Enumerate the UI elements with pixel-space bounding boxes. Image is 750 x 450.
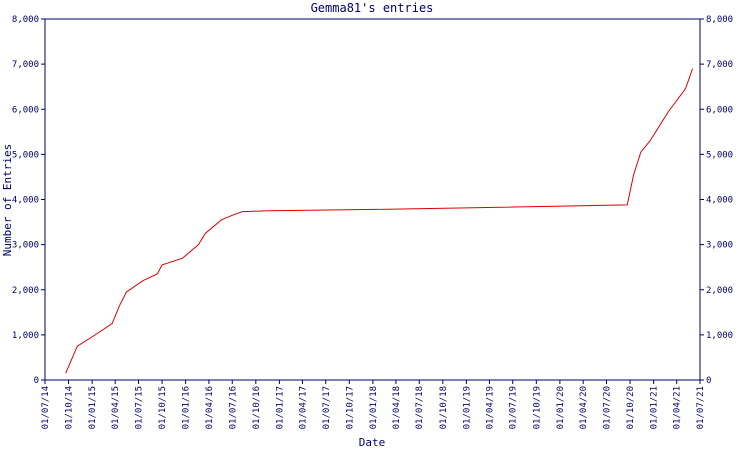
x-tick-label: 01/10/14 [65, 386, 75, 429]
x-axis-title: Date [359, 436, 386, 449]
plot-frame [44, 18, 701, 381]
y-tick-label: 4,000 [12, 196, 39, 206]
x-tick-label: 01/01/21 [650, 386, 660, 429]
y2-tick-label: 0 [706, 376, 711, 386]
y-tick-label: 5,000 [12, 150, 39, 160]
x-tick-label: 01/01/20 [556, 386, 566, 429]
chart-title: Gemma81's entries [311, 1, 434, 15]
x-tick-label: 01/07/14 [41, 386, 51, 429]
x-tick-label: 01/07/18 [415, 386, 425, 429]
x-tick-label: 01/04/17 [298, 386, 308, 429]
x-tick-label: 01/04/16 [205, 386, 215, 429]
y2-tick-label: 6,000 [706, 105, 733, 115]
x-tick-label: 01/01/17 [275, 386, 285, 429]
x-tick-label: 01/01/19 [462, 386, 472, 429]
x-tick-label: 01/10/18 [439, 386, 449, 429]
x-tick-label: 01/04/19 [485, 386, 495, 429]
y2-tick-label: 2,000 [706, 286, 733, 296]
x-tick-label: 01/10/20 [626, 386, 636, 429]
x-tick-label: 01/07/17 [322, 386, 332, 429]
y2-tick-label: 7,000 [706, 60, 733, 70]
x-tick-label: 01/10/17 [345, 386, 355, 429]
y2-tick-label: 5,000 [706, 150, 733, 160]
y2-tick-label: 1,000 [706, 331, 733, 341]
y-tick-label: 3,000 [12, 241, 39, 251]
y-tick-label: 0 [34, 376, 39, 386]
y-tick-label: 2,000 [12, 286, 39, 296]
x-tick-label: 01/07/19 [509, 386, 519, 429]
y2-tick-label: 3,000 [706, 241, 733, 251]
x-tick-label: 01/07/16 [228, 386, 238, 429]
x-tick-label: 01/01/16 [182, 386, 192, 429]
y-tick-label: 8,000 [12, 15, 39, 25]
x-tick-label: 01/10/19 [532, 386, 542, 429]
y-axis-title: Number of Entries [1, 144, 14, 257]
y-tick-label: 6,000 [12, 105, 39, 115]
x-tick-label: 01/04/15 [111, 386, 121, 429]
x-tick-label: 01/01/18 [369, 386, 379, 429]
x-tick-label: 01/01/15 [88, 386, 98, 429]
x-tick-label: 01/04/20 [579, 386, 589, 429]
x-tick-label: 01/07/15 [134, 386, 144, 429]
y-tick-label: 7,000 [12, 60, 39, 70]
x-tick-label: 01/04/18 [392, 386, 402, 429]
x-tick-label: 01/04/21 [673, 386, 683, 429]
x-tick-label: 01/07/21 [696, 386, 706, 429]
y-tick-label: 1,000 [12, 331, 39, 341]
y2-tick-label: 4,000 [706, 196, 733, 206]
data-line [65, 68, 694, 374]
x-tick-label: 01/07/20 [603, 386, 613, 429]
y2-tick-label: 8,000 [706, 15, 733, 25]
x-tick-label: 01/10/15 [158, 386, 168, 429]
x-tick-label: 01/10/16 [252, 386, 262, 429]
